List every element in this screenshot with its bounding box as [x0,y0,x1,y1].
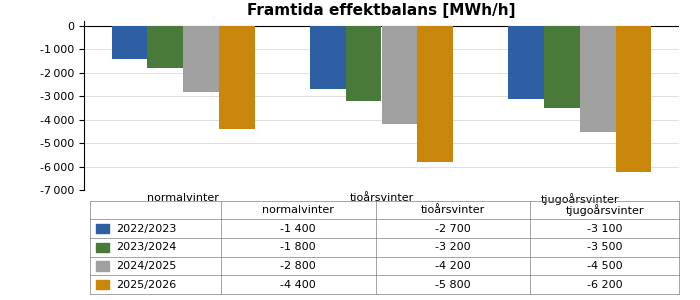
Text: -4 200: -4 200 [435,261,471,271]
Text: -3 100: -3 100 [587,224,622,234]
Bar [580,26,615,132]
Text: tioårsvinter: tioårsvinter [349,193,414,203]
Bar [417,26,453,162]
Text: tjugoårsvinter: tjugoårsvinter [540,193,619,205]
Text: 2022/2023: 2022/2023 [116,224,176,234]
Bar [382,26,417,124]
Bar [112,26,148,58]
Title: Framtida effektbalans [MWh/h]: Framtida effektbalans [MWh/h] [247,3,516,18]
Text: normalvinter: normalvinter [262,205,334,215]
Bar [615,26,651,172]
Bar [544,26,580,108]
Bar [96,224,109,233]
Bar [219,26,255,129]
Text: 2024/2025: 2024/2025 [116,261,176,271]
Text: 2025/2026: 2025/2026 [116,280,176,290]
Bar [148,26,183,68]
Bar [183,26,219,92]
Text: -2 700: -2 700 [435,224,471,234]
Text: normalvinter: normalvinter [147,193,219,203]
Text: -4 400: -4 400 [280,280,316,290]
Text: -3 500: -3 500 [587,242,622,252]
Text: -3 200: -3 200 [435,242,470,252]
Text: -2 800: -2 800 [280,261,316,271]
Text: -6 200: -6 200 [587,280,622,290]
Text: -1 400: -1 400 [281,224,316,234]
Bar [508,26,544,99]
Bar [96,243,109,252]
Text: -4 500: -4 500 [587,261,622,271]
Text: 2023/2024: 2023/2024 [116,242,176,252]
Bar [96,261,109,271]
Bar [310,26,346,89]
Bar [346,26,382,101]
Bar [96,280,109,289]
Text: -5 800: -5 800 [435,280,470,290]
Text: -1 800: -1 800 [281,242,316,252]
Text: tjugoårsvinter: tjugoårsvinter [566,204,644,216]
Text: tioårsvinter: tioårsvinter [421,205,485,215]
